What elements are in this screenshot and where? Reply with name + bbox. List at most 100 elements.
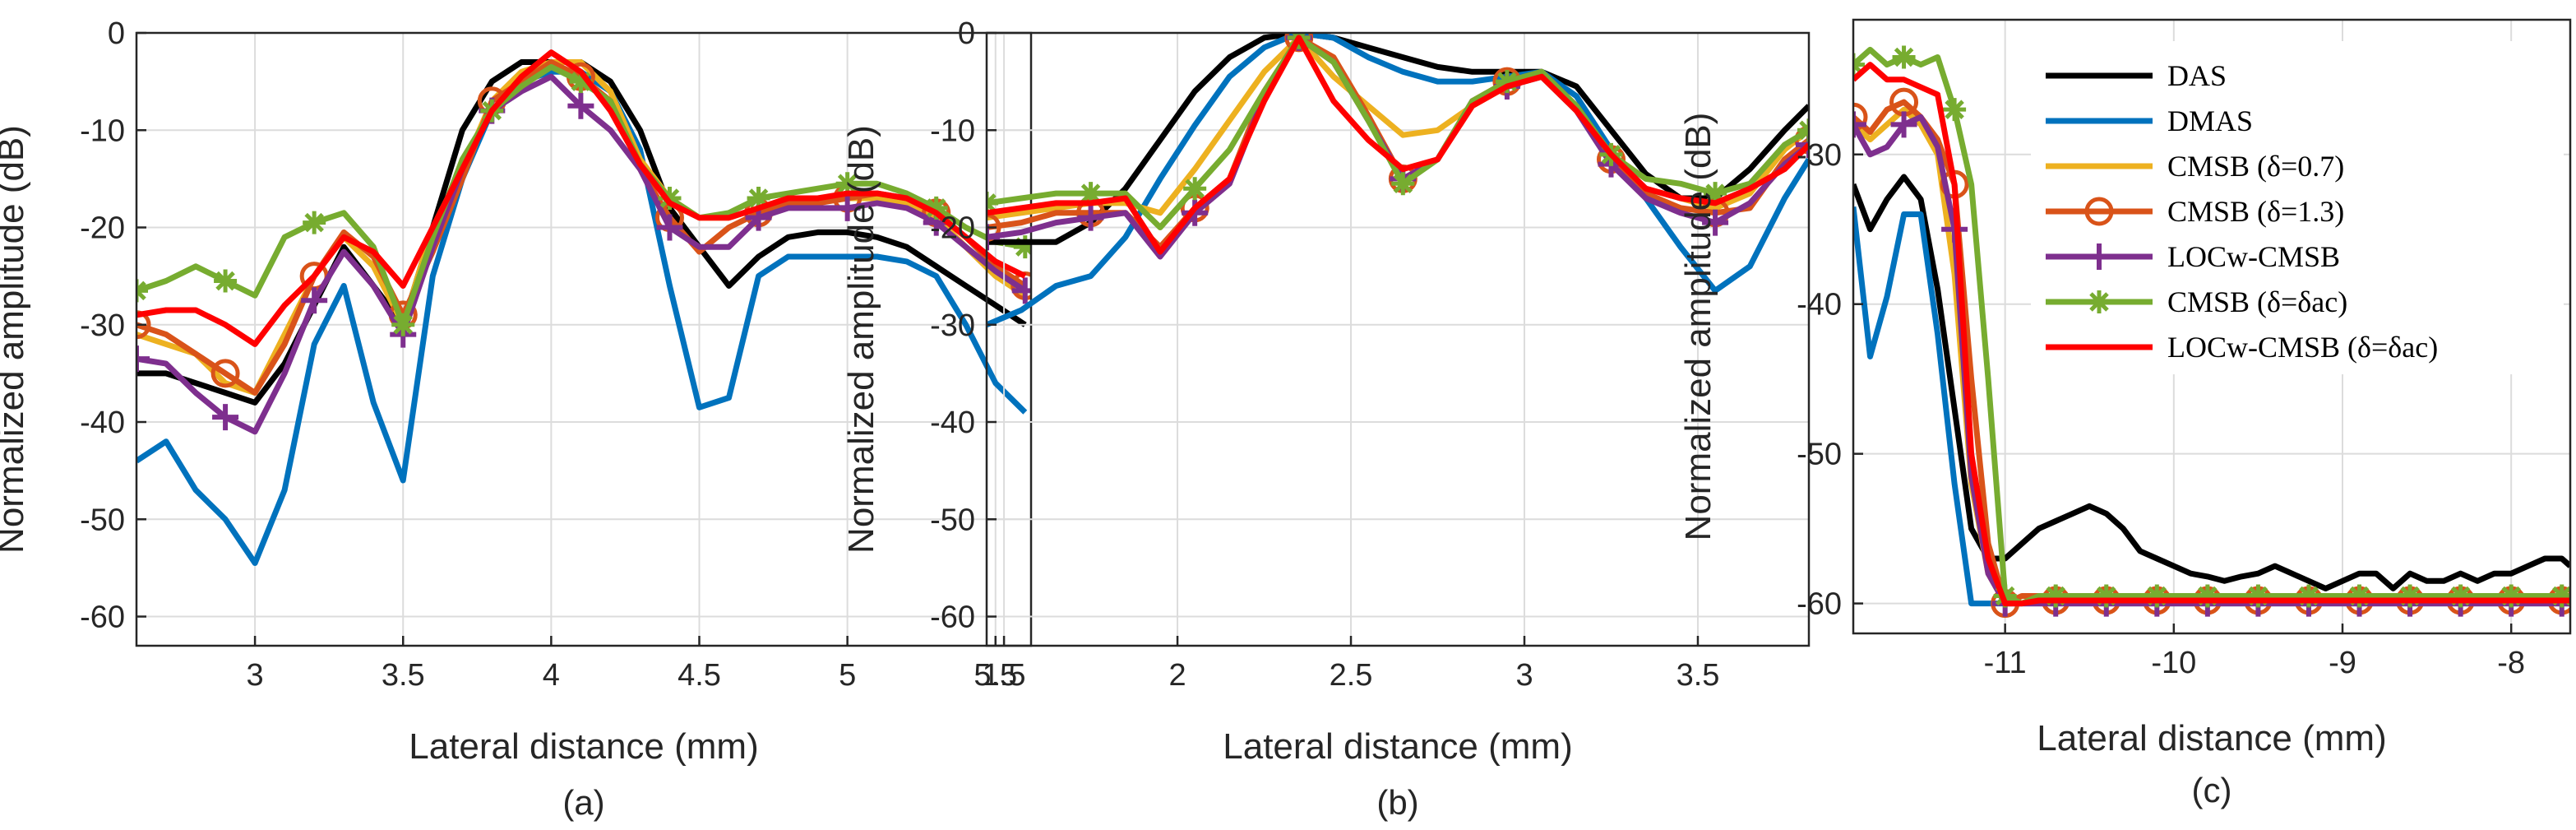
series-marker-star <box>214 269 238 293</box>
panel-label: (b) <box>1376 783 1418 822</box>
series-marker-plus <box>1890 111 1917 138</box>
series-marker-plus <box>1011 277 1031 304</box>
series-line <box>1853 174 2570 591</box>
legend-label: DMAS <box>2167 104 2253 137</box>
x-tick-label: 2 <box>1168 658 1186 693</box>
series-marker-plus <box>567 92 594 119</box>
series-marker-star <box>1704 182 1727 206</box>
panel-b: 1.5 2 2.5 3 3.5 0 -10 -20 -30 -40 -50 -60 Lateral di… <box>841 16 1811 822</box>
panel-label: (a) <box>562 783 604 822</box>
series-group <box>136 49 1031 566</box>
y-tick-label: -30 <box>930 308 975 343</box>
y-tick-label: -60 <box>930 600 975 635</box>
y-tick-label: -30 <box>80 308 125 343</box>
panel-a: 3 3.5 4 4.5 5 5.5 0 -10 -20 -30 -40 -50 -60 Lateral d… <box>0 16 1033 822</box>
series-marker-plus <box>1182 199 1209 226</box>
series-marker-plus <box>1077 204 1104 231</box>
y-axis-label: Normalized amplitude (dB) <box>0 125 31 554</box>
axes-frame <box>135 31 1033 647</box>
series-marker-star <box>1013 235 1031 259</box>
series-marker-plus <box>1702 209 1729 236</box>
x-tick-label: -11 <box>1984 646 2027 680</box>
y-tick-label: -50 <box>1797 438 1842 472</box>
series-marker-star <box>2449 584 2472 608</box>
series-marker-plus <box>212 404 239 431</box>
x-tick-label: 5 <box>839 658 856 693</box>
series-marker-circle <box>987 213 1001 243</box>
series-marker-star <box>2044 584 2068 608</box>
series-marker-plus <box>1853 111 1866 138</box>
series-marker-star <box>924 196 948 220</box>
series-marker-star <box>658 187 682 211</box>
series-line <box>987 33 1809 328</box>
series-marker-star <box>2296 584 2320 608</box>
x-tick-label: 4 <box>543 658 560 693</box>
series-marker-star <box>1391 172 1415 196</box>
y-axis-label: Normalized amplitude (dB) <box>1678 113 1718 541</box>
series-marker-star <box>2398 584 2422 608</box>
legend-label: CMSB (δ=1.3) <box>2167 195 2344 228</box>
series-marker-star <box>835 172 859 196</box>
x-axis-label: Lateral distance (mm) <box>2037 718 2386 758</box>
legend-label: CMSB (δ=δac) <box>2167 285 2347 318</box>
x-axis-label: Lateral distance (mm) <box>409 726 758 767</box>
legend: DAS DMAS CMSB (δ=0.7) CMSB (δ=1.3) LOCw-CMSB… <box>2031 41 2564 374</box>
series-marker-plus <box>987 224 1000 251</box>
x-tick-label: 1.5 <box>983 658 1026 693</box>
x-tick-label: -9 <box>2329 646 2356 680</box>
y-tick-label: -40 <box>930 406 975 440</box>
y-tick-label: -20 <box>930 211 975 246</box>
x-tick-label: 3.5 <box>382 658 425 693</box>
x-tick-label: 2.5 <box>1330 658 1373 693</box>
series-line <box>136 49 1027 347</box>
series-marker-star <box>2550 584 2570 608</box>
y-tick-label: -50 <box>930 503 975 537</box>
x-tick-label: 4.5 <box>678 658 721 693</box>
series-marker-star <box>2246 584 2270 608</box>
series-marker-star <box>2145 584 2169 608</box>
y-tick-label: -10 <box>930 114 975 148</box>
x-tick-label: -8 <box>2497 646 2525 680</box>
series-marker-circle <box>1853 102 1868 132</box>
legend-box <box>2031 41 2564 374</box>
legend-label: DAS <box>2167 59 2227 92</box>
series-marker-star <box>303 211 326 234</box>
series-marker-star <box>569 70 593 94</box>
series-marker-star <box>1943 98 1967 122</box>
series-marker-star <box>1079 182 1103 206</box>
x-axis-label: Lateral distance (mm) <box>1223 726 1572 767</box>
series-marker-star <box>391 313 415 336</box>
legend-label: LOCw-CMSB <box>2167 240 2340 273</box>
y-tick-label: -60 <box>80 600 125 635</box>
series-marker-star <box>2195 584 2219 608</box>
y-tick-label: -50 <box>80 503 125 537</box>
series-marker-star <box>1892 45 1916 69</box>
series-marker-plus <box>1796 131 1809 158</box>
x-tick-label: 3 <box>1515 658 1533 693</box>
series-marker-plus <box>136 345 150 373</box>
legend-label: CMSB (δ=0.7) <box>2167 150 2344 183</box>
y-tick-label: -40 <box>1797 288 1842 322</box>
x-tick-label: 5.5 <box>974 658 1017 693</box>
series-group <box>1853 45 2570 619</box>
series-marker-plus <box>656 214 683 241</box>
series-marker-plus <box>301 287 328 314</box>
series-marker-plus <box>834 194 861 221</box>
y-tick-label: -30 <box>1797 138 1842 173</box>
axes-frame <box>1852 18 2572 635</box>
y-tick-label: -40 <box>80 406 125 440</box>
series-line <box>136 59 1027 396</box>
series-line <box>1853 62 2570 607</box>
series-line <box>987 35 1809 255</box>
y-axis-label: Normalized amplitude (dB) <box>841 125 881 554</box>
series-marker-star <box>2347 584 2371 608</box>
y-tick-label: 0 <box>108 16 125 51</box>
legend-marker-plus <box>2086 243 2112 270</box>
legend-marker-star <box>2088 290 2111 313</box>
legend-marker-circle <box>2084 197 2114 226</box>
series-marker-star <box>747 187 770 211</box>
series-marker-circle <box>210 359 240 388</box>
axes-frame <box>985 31 1811 647</box>
x-tick-label: 3.5 <box>1676 658 1720 693</box>
